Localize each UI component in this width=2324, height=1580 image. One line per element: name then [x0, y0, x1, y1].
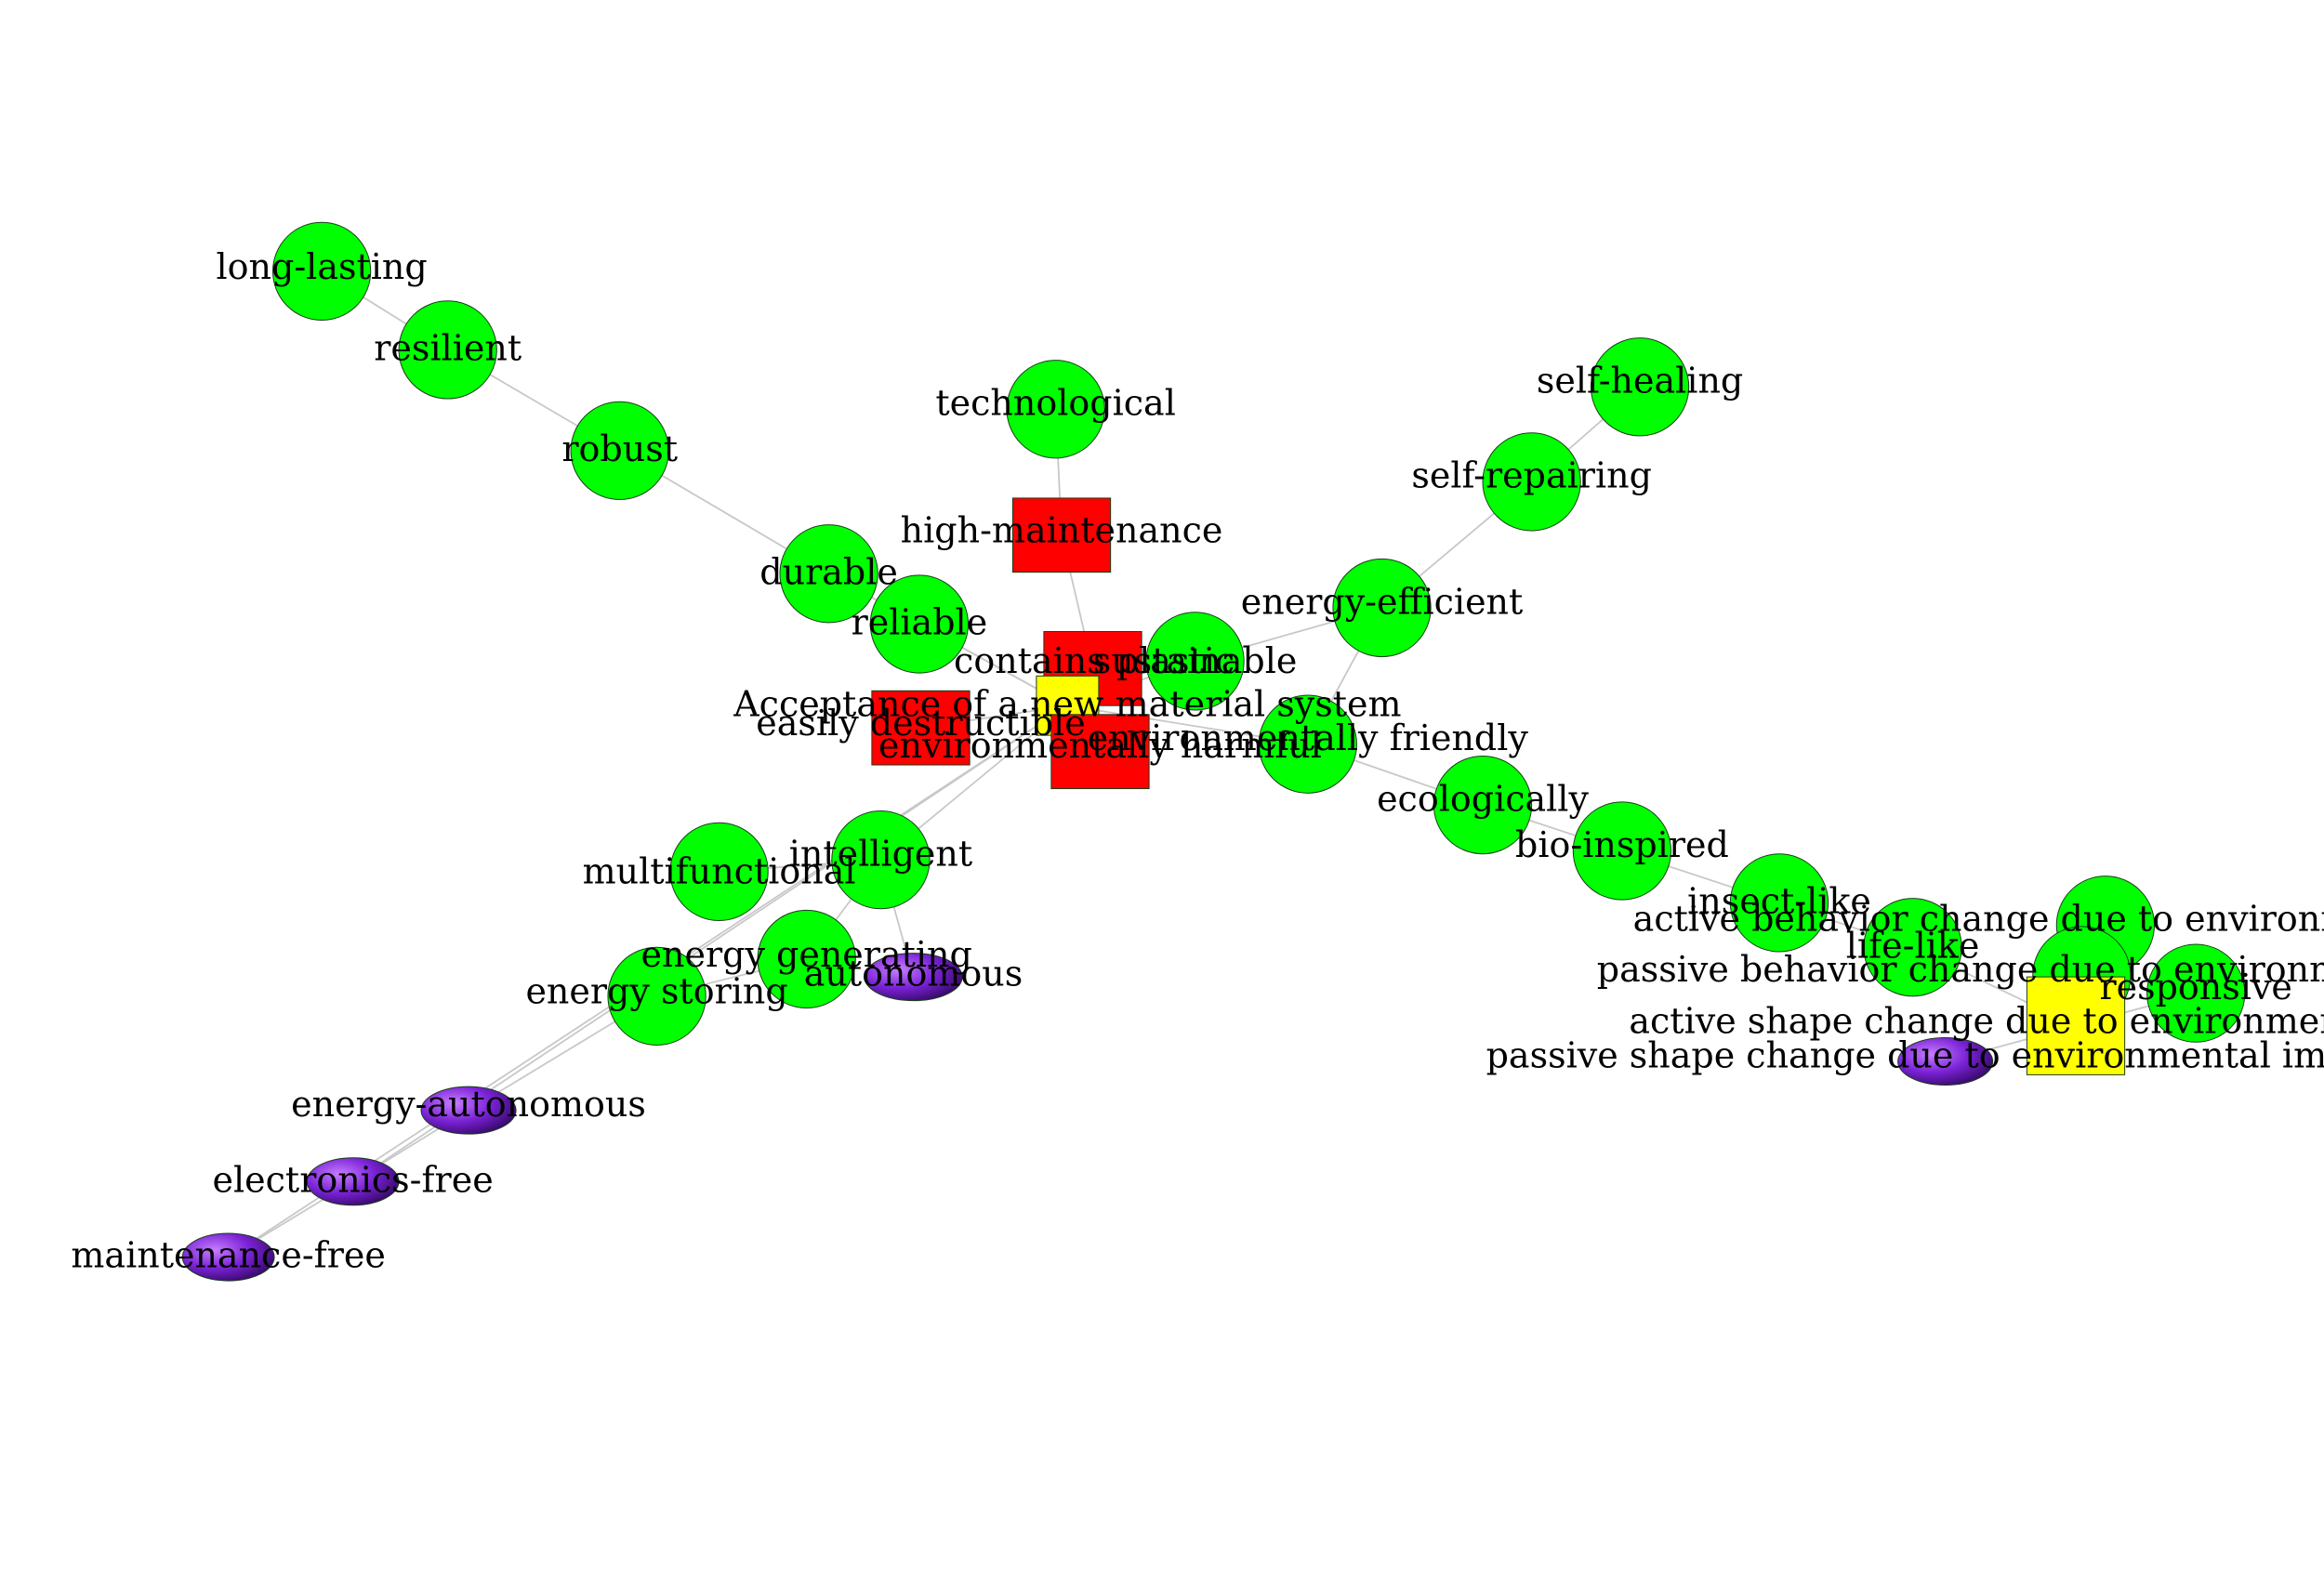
- node-insect-like[interactable]: [1729, 853, 1829, 953]
- node-self-repairing[interactable]: [1482, 432, 1581, 532]
- node-life-like[interactable]: [1863, 898, 1962, 997]
- node-label-life-like: life-like: [1846, 925, 1980, 966]
- node-electronics-free[interactable]: [306, 1157, 400, 1206]
- node-label-intelligent: intelligent: [789, 833, 972, 874]
- node-label-contains-plastic: contains plastic: [954, 640, 1235, 681]
- node-label-durable: durable: [759, 551, 898, 592]
- node-label-multifunctional: multifunctional: [583, 851, 856, 892]
- node-label-sustainable: sustainable: [1093, 640, 1298, 681]
- node-reliable[interactable]: [869, 574, 970, 674]
- node-label-self-repairing: self-repairing: [1411, 455, 1652, 496]
- node-multifunctional[interactable]: [669, 822, 769, 921]
- node-label-autonomous: autonomous: [804, 954, 1023, 994]
- node-label-resilient: resilient: [374, 328, 522, 369]
- node-label-active-behavior: active behavior change due to environmen…: [1633, 899, 2324, 940]
- node-environmentally-friendly[interactable]: [1258, 694, 1357, 794]
- node-label-energy-storing: energy storing: [525, 971, 787, 1012]
- node-intelligent[interactable]: [831, 810, 931, 910]
- node-label-technological: technological: [935, 383, 1175, 424]
- node-label-responsive: responsive: [2099, 967, 2291, 1007]
- node-energy-storing[interactable]: [607, 946, 706, 1046]
- node-energy-generating[interactable]: [757, 909, 856, 1009]
- node-label-ecologically: ecologically: [1377, 778, 1589, 819]
- node-passive-shape[interactable]: [1897, 1037, 1994, 1086]
- node-label-energy-efficient: energy-efficient: [1241, 581, 1524, 622]
- node-responsive[interactable]: [2146, 943, 2246, 1043]
- node-active-shape[interactable]: [2026, 976, 2126, 1075]
- node-environmentally-harmful[interactable]: [1050, 714, 1150, 790]
- node-autonomous[interactable]: [864, 953, 963, 1002]
- node-energy-autonomous[interactable]: [420, 1086, 517, 1135]
- node-high-maintenance[interactable]: [1011, 497, 1112, 573]
- node-label-active-shape: active shape change due to environmental…: [1629, 1001, 2324, 1042]
- node-robust[interactable]: [570, 401, 669, 501]
- node-layer: [181, 221, 2246, 1282]
- node-label-passive-shape: passive shape change due to environmenta…: [1486, 1034, 2324, 1075]
- node-sustainable[interactable]: [1145, 612, 1245, 711]
- node-ecologically[interactable]: [1433, 755, 1533, 855]
- node-label-high-maintenance: high-maintenance: [901, 510, 1223, 551]
- node-maintenance-free[interactable]: [181, 1232, 275, 1282]
- node-label-passive-behavior: passive behavior change due to environme…: [1597, 949, 2324, 990]
- node-label-insect-like: insect-like: [1687, 880, 1871, 921]
- node-label-energy-autonomous: energy-autonomous: [291, 1084, 646, 1125]
- node-label-reliable: reliable: [852, 602, 988, 643]
- node-label-environmentally-friendly: environmentally friendly: [1088, 718, 1529, 758]
- label-layer: long-lasting resilient robust durable reliab…: [71, 246, 2324, 1276]
- node-label-easily-destructible: easily destructible: [756, 703, 1085, 744]
- node-durable[interactable]: [779, 524, 878, 624]
- node-label-acceptance: Acceptance of a new material system: [733, 683, 1401, 724]
- node-resilient[interactable]: [398, 300, 497, 400]
- node-label-energy-generating: energy generating: [641, 934, 972, 975]
- node-bio-inspired[interactable]: [1572, 801, 1672, 901]
- node-label-bio-inspired: bio-inspired: [1515, 824, 1729, 865]
- node-long-lasting[interactable]: [271, 221, 372, 322]
- node-label-self-healing: self-healing: [1537, 361, 1743, 402]
- node-label-electronics-free: electronics-free: [213, 1159, 494, 1200]
- node-self-healing[interactable]: [1590, 337, 1690, 437]
- node-easily-destructible[interactable]: [871, 690, 971, 766]
- node-label-robust: robust: [561, 428, 678, 469]
- node-energy-efficient[interactable]: [1332, 558, 1432, 658]
- node-label-long-lasting: long-lasting: [217, 246, 428, 287]
- node-technological[interactable]: [1006, 360, 1105, 459]
- node-label-maintenance-free: maintenance-free: [71, 1235, 386, 1276]
- node-label-environmentally-harmful: environmentally harmful: [878, 725, 1322, 766]
